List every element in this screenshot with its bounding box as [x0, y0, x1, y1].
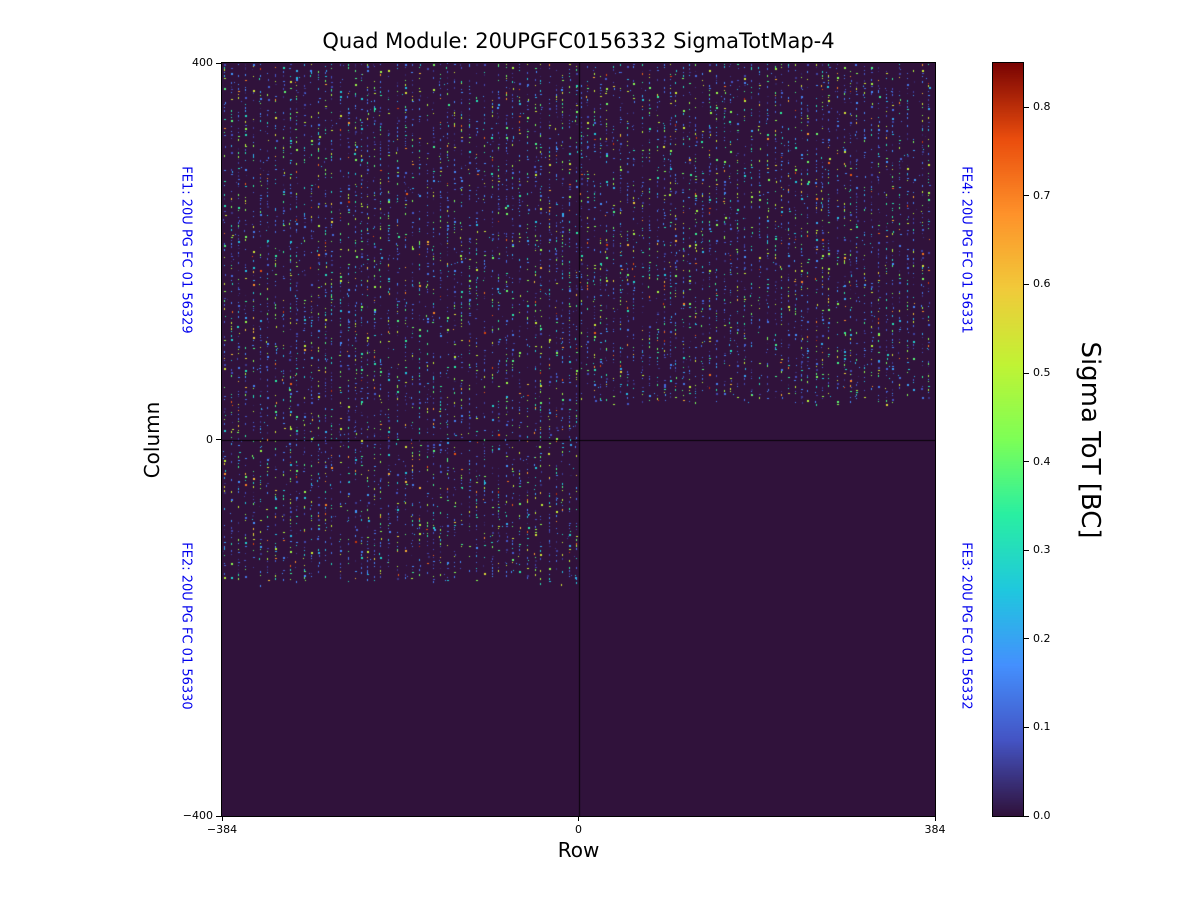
- colorbar-tick-mark: [1024, 372, 1029, 374]
- y-tick-mark: [216, 815, 221, 817]
- chart-title: Quad Module: 20UPGFC0156332 SigmaTotMap-…: [322, 29, 835, 53]
- fe4-chip-label: FE4: 20U PG FC 01 56331: [958, 166, 974, 334]
- y-tick-label: 0: [206, 432, 213, 446]
- colorbar-tick-label: 0.5: [1033, 366, 1051, 380]
- colorbar-label: Sigma ToT [BC]: [1075, 341, 1105, 539]
- colorbar-tick-mark: [1024, 195, 1029, 197]
- colorbar-tick-mark: [1024, 461, 1029, 463]
- colorbar-tick-label: 0.3: [1033, 543, 1051, 557]
- x-tick-label: −384: [206, 823, 238, 836]
- colorbar: [992, 62, 1024, 817]
- colorbar-tick-label: 0.2: [1033, 631, 1051, 645]
- colorbar-tick-mark: [1024, 106, 1029, 108]
- colorbar-tick-label: 0.1: [1033, 720, 1051, 734]
- colorbar-tick-mark: [1024, 638, 1029, 640]
- colorbar-tick-mark: [1024, 726, 1029, 728]
- colorbar-tick-mark: [1024, 815, 1029, 817]
- colorbar-tick-label: 0.8: [1033, 100, 1051, 114]
- y-tick-mark: [216, 62, 221, 64]
- fe2-chip-label: FE2: 20U PG FC 01 56330: [178, 542, 194, 710]
- heatmap-canvas: [221, 62, 936, 817]
- y-tick-label: −400: [182, 809, 213, 822]
- x-tick-label: 384: [924, 823, 946, 836]
- x-tick-mark: [578, 817, 579, 821]
- y-tick-mark: [216, 439, 221, 440]
- colorbar-tick-mark: [1024, 549, 1029, 551]
- y-tick-label: 400: [192, 56, 213, 69]
- x-tick-mark: [221, 817, 223, 821]
- fe3-chip-label: FE3: 20U PG FC 01 56332: [958, 542, 974, 710]
- fe1-chip-label: FE1: 20U PG FC 01 56329: [178, 166, 194, 334]
- y-axis-label: Column: [140, 401, 164, 479]
- colorbar-tick-label: 0.0: [1033, 809, 1051, 822]
- colorbar-tick-label: 0.6: [1033, 277, 1051, 291]
- x-tick-mark: [934, 817, 936, 821]
- colorbar-tick-mark: [1024, 283, 1029, 285]
- colorbar-tick-label: 0.4: [1033, 454, 1051, 468]
- x-axis-label: Row: [557, 838, 600, 862]
- colorbar-tick-label: 0.7: [1033, 188, 1051, 202]
- x-tick-label: 0: [575, 823, 582, 836]
